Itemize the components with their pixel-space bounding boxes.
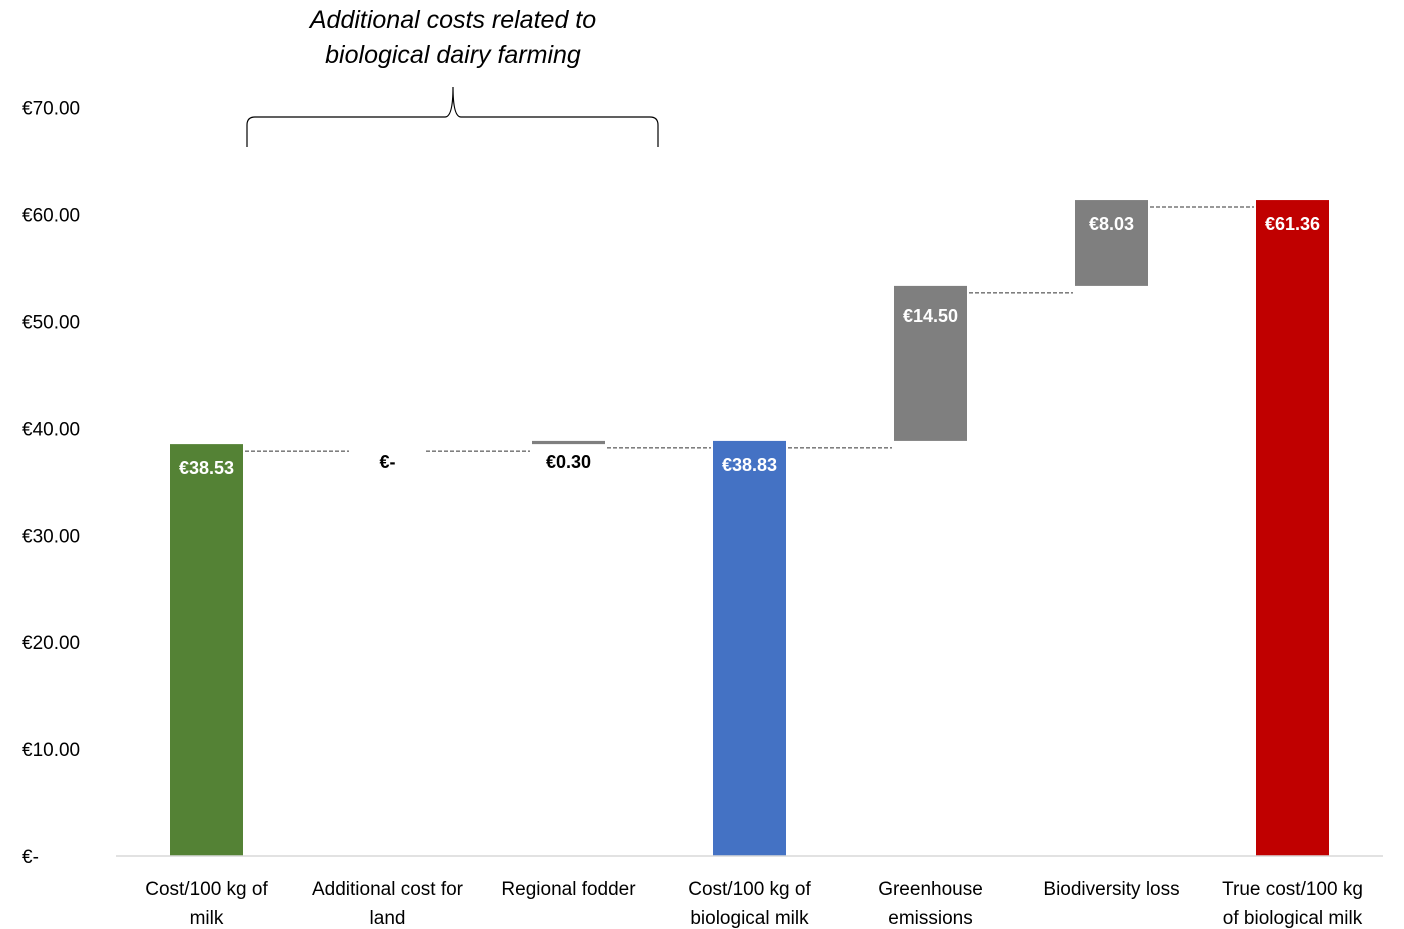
bar xyxy=(1075,200,1148,286)
annotation-group: Additional costs related to biological d… xyxy=(246,6,659,147)
annotation-line-1: Additional costs related to xyxy=(308,6,596,34)
data-label: €14.50 xyxy=(903,306,958,326)
x-category-label: Cost/100 kg of xyxy=(145,879,268,900)
y-tick-label: €20.00 xyxy=(22,633,80,654)
y-tick-label: €10.00 xyxy=(22,740,80,761)
annotation-line-2: biological dairy farming xyxy=(325,41,581,69)
annotation-brace xyxy=(246,86,659,147)
data-label: €- xyxy=(379,452,395,472)
x-category-label: emissions xyxy=(888,908,972,929)
x-category-label: Biodiversity loss xyxy=(1043,879,1179,900)
data-label: €38.83 xyxy=(722,455,777,475)
x-category-label: milk xyxy=(190,908,224,929)
bar xyxy=(170,444,243,856)
data-label: €61.36 xyxy=(1265,214,1320,234)
y-tick-label: €40.00 xyxy=(22,419,80,440)
y-tick-label: €30.00 xyxy=(22,526,80,547)
x-category-label: Cost/100 kg of xyxy=(688,879,811,900)
bars xyxy=(170,200,1329,857)
y-tick-label: €50.00 xyxy=(22,313,80,334)
data-label: €0.30 xyxy=(546,452,591,472)
connector-lines xyxy=(245,206,1254,452)
y-tick-label: €60.00 xyxy=(22,206,80,227)
x-category-label: Greenhouse xyxy=(878,879,983,900)
x-category-label: land xyxy=(370,908,406,929)
x-category-label: True cost/100 kg xyxy=(1222,879,1363,900)
y-tick-label: €70.00 xyxy=(22,99,80,120)
x-category-label: biological milk xyxy=(690,908,809,929)
data-label: €8.03 xyxy=(1089,214,1134,234)
x-category-label: of biological milk xyxy=(1223,908,1363,929)
x-axis-categories: Cost/100 kg of milk Additional cost for lan… xyxy=(145,879,1363,929)
x-category-label: Additional cost for xyxy=(312,879,464,900)
x-category-label: Regional fodder xyxy=(501,879,636,900)
bar xyxy=(713,440,786,856)
y-tick-label: €- xyxy=(22,847,39,868)
bar xyxy=(532,440,605,445)
data-labels: €38.53 €- €0.30 €38.83 €14.50 €8.03 €61.36 xyxy=(179,214,1320,478)
y-axis: €- €10.00 €20.00 €30.00 €40.00 €50.00 €60.00 €7… xyxy=(22,99,80,868)
bar xyxy=(894,285,967,441)
bar xyxy=(1256,200,1329,857)
data-label: €38.53 xyxy=(179,458,234,478)
